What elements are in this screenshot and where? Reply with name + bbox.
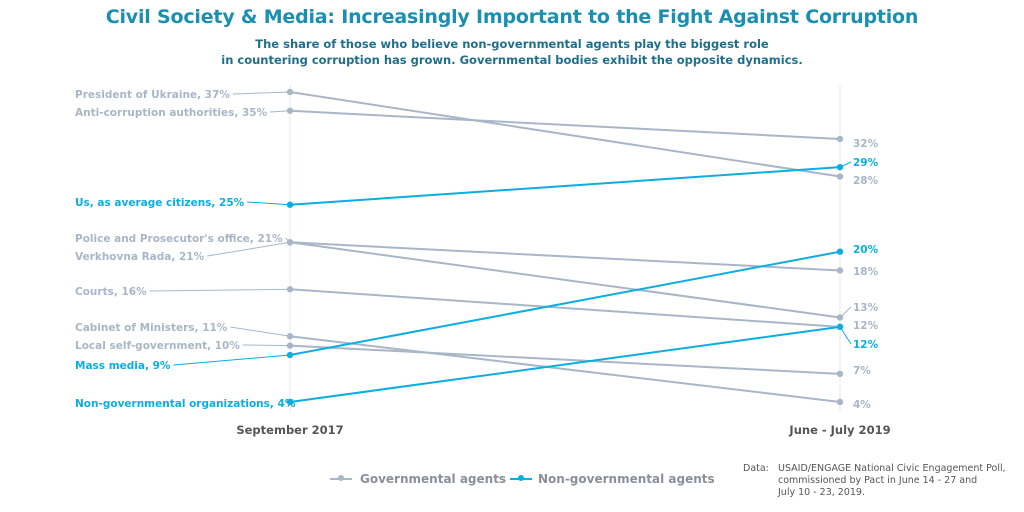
legend-label-non-governmental: Non-governmental agents [538,472,715,486]
point-start-president-of-ukraine [286,88,294,96]
right-label-cabinet-of-ministers: 4% [853,399,871,411]
subtitle-line-2: in countering corruption has grown. Gove… [221,53,803,67]
legend-dot-non-governmental [518,475,524,481]
point-end-mass-media [836,248,844,255]
right-label-police-and-prosecutor-s-office: 18% [853,266,879,278]
point-end-president-of-ukraine [836,173,844,180]
point-start-mass-media [286,351,294,359]
series-line-non-governmental-organizations [289,325,841,403]
left-leader-local-self-government [242,344,291,347]
left-leader-cabinet-of-ministers [230,326,291,337]
left-leader-mass-media [173,354,291,366]
source-line-1: USAID/ENGAGE National Civic Engagement P… [778,463,1006,474]
right-label-verkhovna-rada: 13% [853,302,879,314]
source-text: USAID/ENGAGE National Civic Engagement P… [778,463,1024,499]
series-line-cabinet-of-ministers [289,335,841,403]
point-end-cabinet-of-ministers [836,398,844,406]
point-start-verkhovna-rada [286,239,294,246]
left-leader-president-of-ukraine [232,91,291,95]
chart-subtitle: The share of those who believe non-gover… [0,36,1024,68]
point-end-us-as-average-citizens [836,163,844,171]
point-end-police-and-prosecutor-s-office [836,267,844,274]
left-label-local-self-government: Local self-government, 10% [75,340,240,352]
left-label-police-and-prosecutor-s-office: Police and Prosecutor's office, 21% [75,233,283,245]
right-label-president-of-ukraine: 28% [853,175,879,187]
source-line-3: July 10 - 23, 2019. [778,487,865,498]
point-end-anti-corruption-authorities [836,135,844,143]
legend-dot-governmental [338,475,344,481]
point-end-non-governmental-organizations [836,323,844,331]
series-line-police-and-prosecutor-s-office [289,241,841,272]
point-start-cabinet-of-ministers [286,333,294,340]
point-start-anti-corruption-authorities [286,107,294,114]
right-label-mass-media: 20% [853,244,879,256]
series-line-anti-corruption-authorities [289,109,841,140]
series-line-verkhovna-rada [289,241,841,319]
source-line-2: commissioned by Pact in June 14 - 27 and [778,475,978,486]
right-leader-non-governmental-organizations [839,326,852,345]
right-label-non-governmental-organizations: 12% [853,339,879,351]
left-label-us-as-average-citizens: Us, as average citizens, 25% [75,197,245,209]
point-start-courts [286,286,294,293]
subtitle-line-1: The share of those who believe non-gover… [255,37,769,51]
left-label-verkhovna-rada: Verkhovna Rada, 21% [75,251,205,263]
left-leader-verkhovna-rada [207,241,291,257]
point-end-local-self-government [836,370,844,378]
left-leader-anti-corruption-authorities [270,110,291,113]
right-label-us-as-average-citizens: 29% [853,157,879,169]
series-line-mass-media [289,250,841,357]
left-leader-us-as-average-citizens [247,201,291,206]
left-label-non-governmental-organizations: Non-governmental organizations, 4% [75,398,296,410]
series-line-local-self-government [289,344,841,375]
right-label-courts: 12% [853,320,879,332]
right-label-local-self-government: 7% [853,365,871,377]
point-start-us-as-average-citizens [286,201,294,208]
series-line-courts [289,288,841,328]
left-label-courts: Courts, 16% [75,286,147,298]
left-label-mass-media: Mass media, 9% [75,360,171,372]
left-label-cabinet-of-ministers: Cabinet of Ministers, 11% [75,322,228,334]
point-end-verkhovna-rada [836,314,844,321]
series-line-president-of-ukraine [289,91,841,178]
chart-title: Civil Society & Media: Increasingly Impo… [105,6,919,28]
legend-label-governmental: Governmental agents [360,472,507,486]
x-axis-label-left: September 2017 [236,423,343,437]
left-label-president-of-ukraine: President of Ukraine, 37% [75,89,230,101]
point-start-non-governmental-organizations [286,398,294,406]
source-label: Data: [743,463,769,474]
x-axis-label-right: June - July 2019 [788,423,890,437]
series-line-us-as-average-citizens [289,166,841,206]
left-leader-courts [149,288,291,292]
right-label-anti-corruption-authorities: 32% [853,138,879,150]
left-label-anti-corruption-authorities: Anti-corruption authorities, 35% [75,107,268,119]
point-start-local-self-government [286,342,294,349]
